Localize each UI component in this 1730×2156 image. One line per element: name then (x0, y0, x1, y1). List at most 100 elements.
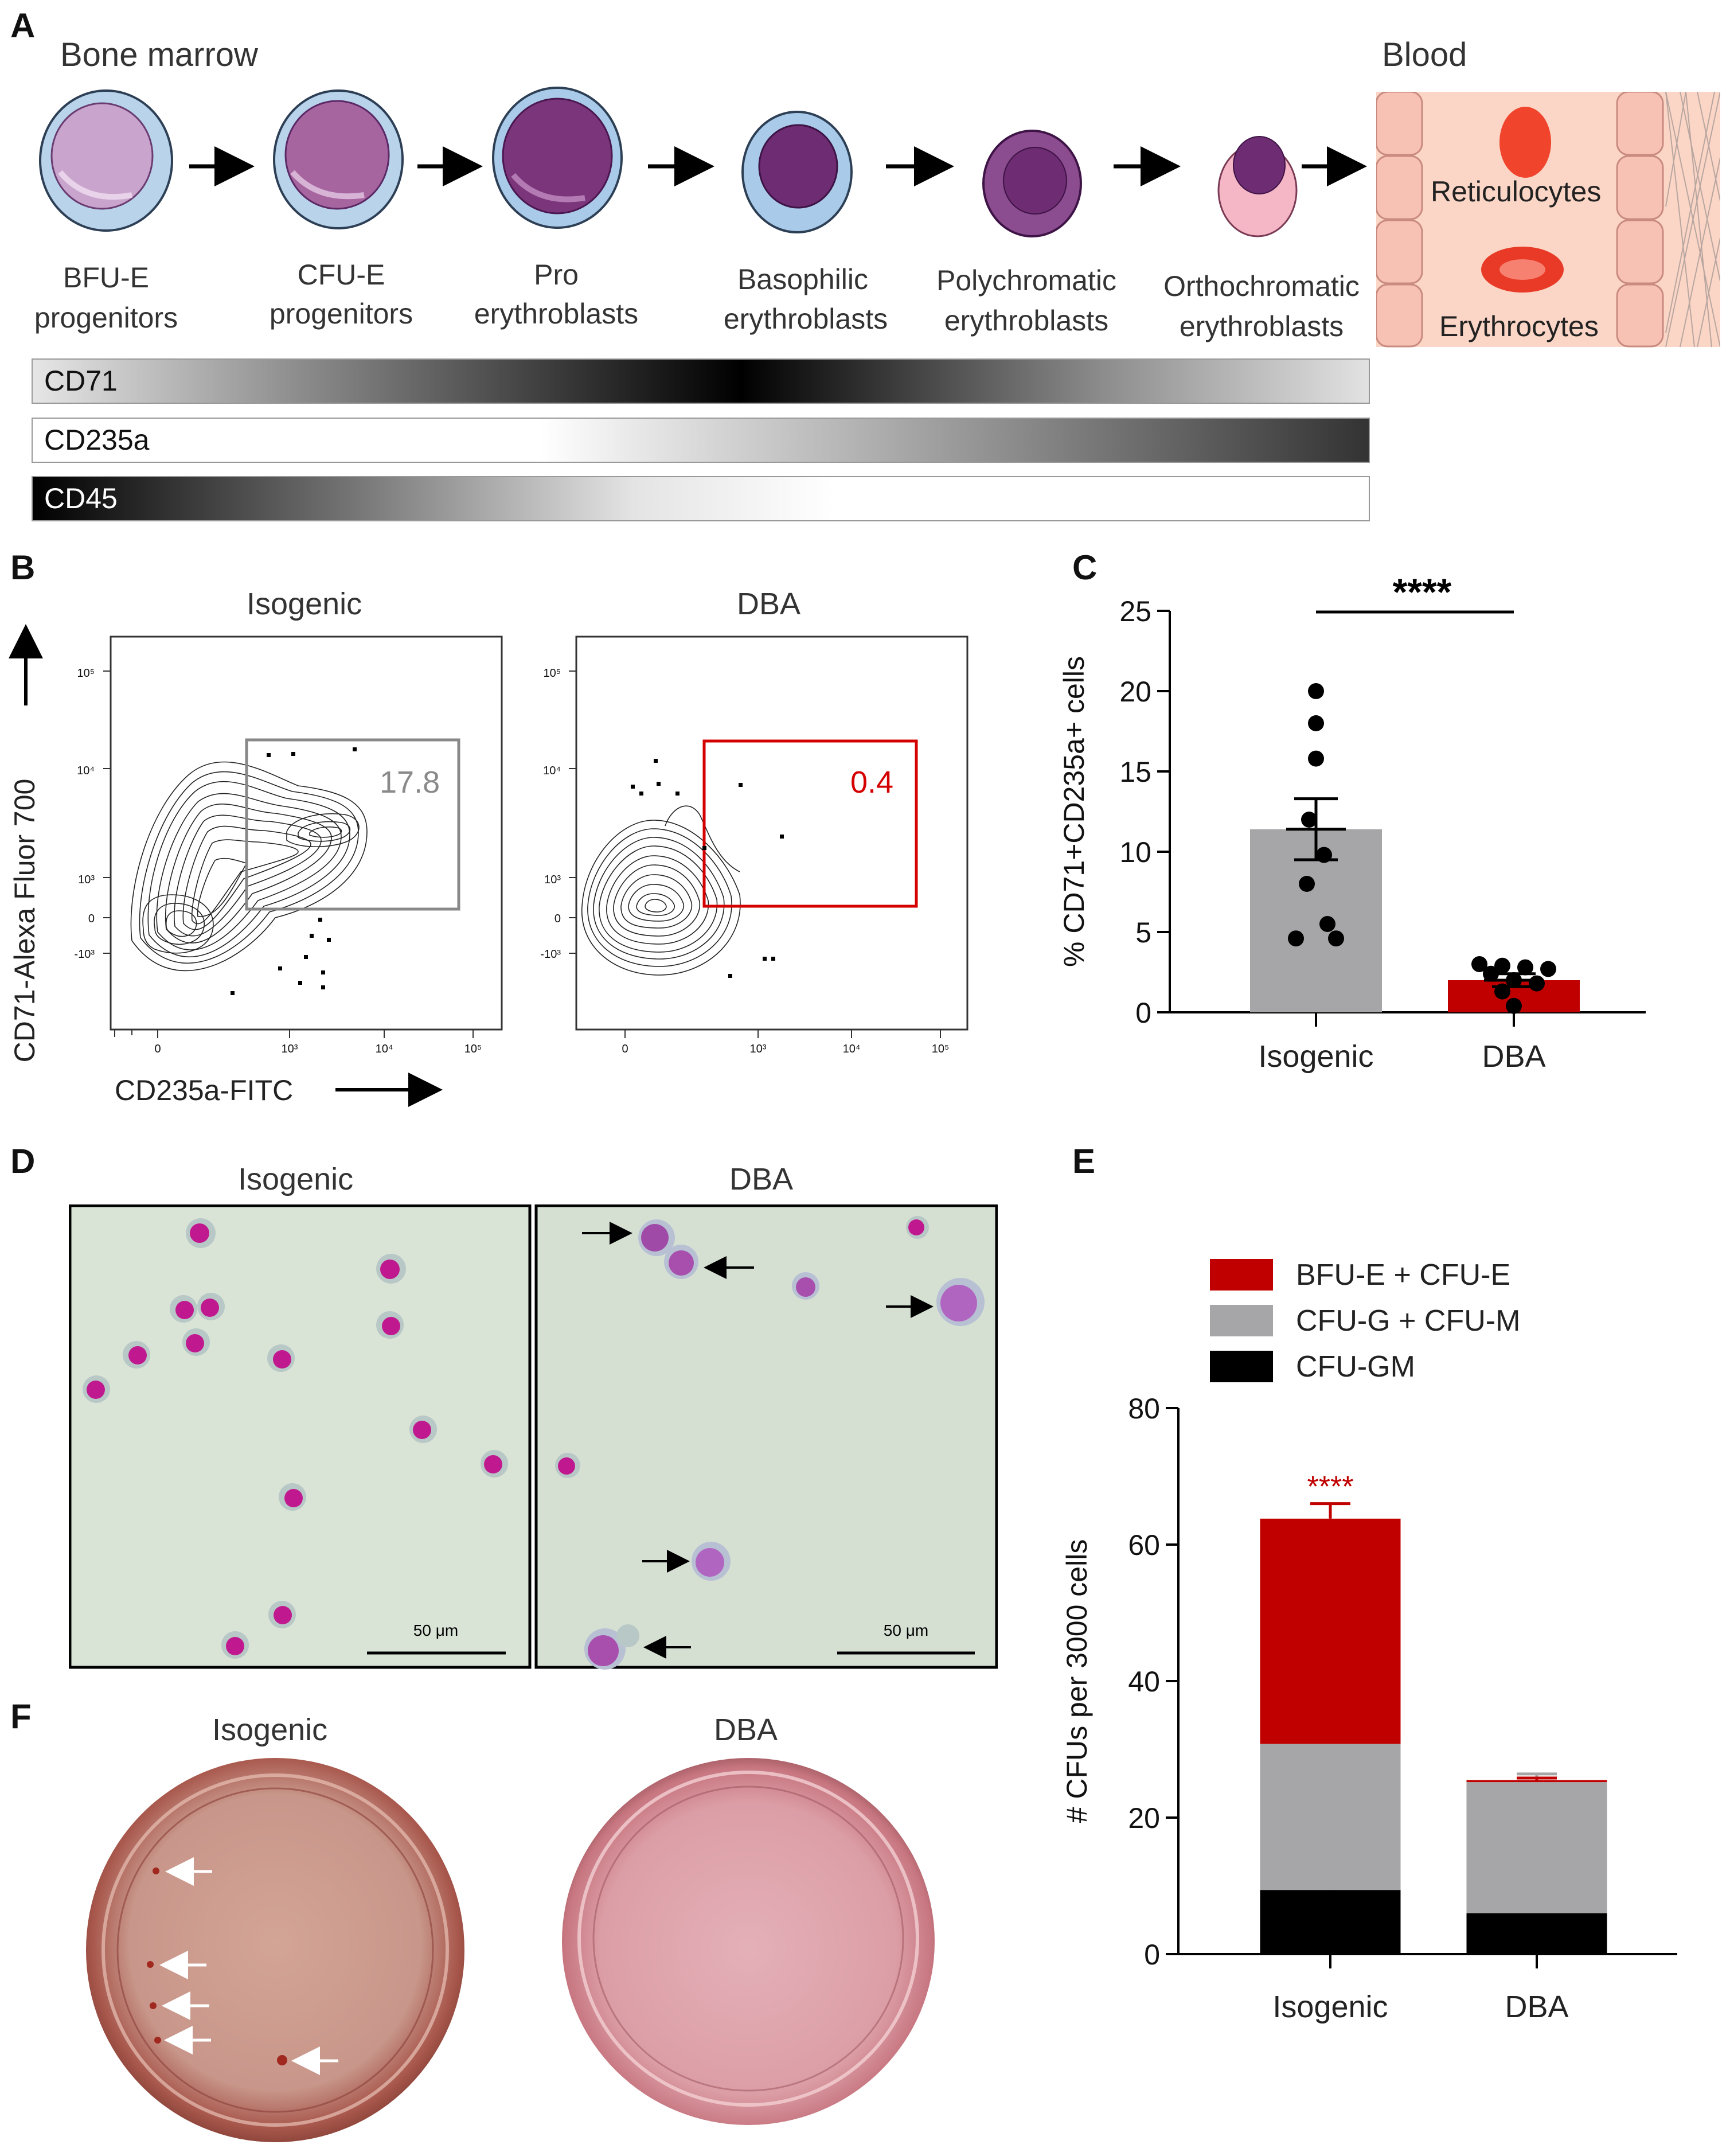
culture-dishes (86, 1758, 935, 2142)
cd71-gradient-bar: CD71 (32, 358, 1370, 404)
y-tick: 10⁵ (543, 667, 561, 680)
y-tick: -10³ (74, 948, 95, 961)
bfu-e-cell (39, 89, 173, 232)
y-tick-label: 40 (1128, 1666, 1160, 1698)
y-tick-label: 0 (1135, 997, 1151, 1029)
significance-label: **** (1393, 571, 1452, 613)
blood-vessel-illustration (1376, 92, 1720, 348)
dba-contours (581, 805, 741, 976)
data-point (1483, 965, 1499, 982)
dish-title-isogenic: Isogenic (212, 1713, 328, 1747)
reticulocyte-icon (1499, 107, 1551, 178)
y-tick-label: 15 (1119, 756, 1151, 788)
data-point (1494, 957, 1510, 974)
flow-y-axis-label: CD71-Alexa Fluor 700 (9, 779, 41, 1063)
dish-isogenic (86, 1758, 464, 2142)
bone-marrow-label: Bone marrow (60, 36, 258, 73)
x-tick: 0 (622, 1043, 628, 1055)
stack-segment-bfu-e-cfu-e (1260, 1518, 1401, 1744)
dba-cells (555, 1216, 985, 1670)
dish-title-dba: DBA (714, 1713, 778, 1747)
stack-segment-cfu-g-cfu-m (1466, 1782, 1607, 1913)
data-point (1299, 876, 1315, 892)
panel-label-f: F (10, 1697, 32, 1736)
micrograph-title-isogenic: Isogenic (238, 1162, 354, 1196)
y-axis-label: # CFUs per 3000 cells (1061, 1539, 1093, 1823)
stage-label-line2: erythroblasts (1179, 310, 1344, 342)
legend-swatch (1210, 1351, 1273, 1382)
data-point (1506, 972, 1522, 988)
dba-arrows (582, 1222, 934, 1659)
flow-title-isogenic: Isogenic (247, 587, 362, 621)
erythropoiesis-cells (39, 87, 1367, 237)
y-tick-label: 25 (1119, 595, 1151, 627)
y-tick-label: 60 (1128, 1529, 1160, 1561)
panel-label-a: A (10, 6, 36, 45)
stage-label-line1: Polychromatic (936, 264, 1116, 297)
stack-segment-bfu-e-cfu-e (1466, 1780, 1607, 1783)
x-tick: 10⁵ (464, 1043, 482, 1055)
legend-label: CFU-GM (1296, 1350, 1415, 1383)
x-tick-label: Isogenic (1272, 1990, 1388, 2024)
y-tick: -10³ (540, 948, 561, 961)
data-point (1319, 916, 1335, 932)
stack-segment-cfu-gm (1260, 1890, 1401, 1954)
data-point (1506, 997, 1522, 1014)
scale-label-isogenic: 50 μm (413, 1621, 458, 1639)
stage-label-line1: Pro (534, 259, 579, 291)
stage-label-line1: Basophilic (737, 263, 868, 295)
y-tick: 10³ (78, 874, 95, 886)
y-tick-label: 20 (1128, 1802, 1160, 1834)
isogenic-nuclei (87, 1223, 502, 1655)
x-tick: 0 (154, 1043, 161, 1055)
y-tick-label: 5 (1135, 917, 1151, 949)
legend-swatch (1210, 1259, 1273, 1291)
cd45-label: CD45 (44, 482, 118, 514)
y-tick-label: 80 (1128, 1393, 1160, 1425)
micrograph-isogenic (69, 1204, 532, 1669)
y-axis-label: % CD71+CD235a+ cells (1058, 656, 1090, 967)
chart-c-cd71-cd235a: 0 5 10 15 20 25 % CD71+CD235a+ cells Isogenic DB… (1058, 571, 1646, 1074)
y-tick-label: 0 (1144, 1939, 1160, 1971)
dish-dba (562, 1758, 935, 2125)
stack-segment-cfu-g-cfu-m (1260, 1744, 1401, 1890)
stage-label-line1: BFU-E (63, 262, 149, 294)
flow-plot-isogenic-frame (110, 636, 503, 1031)
erythrocytes-label: Erythrocytes (1439, 310, 1599, 342)
orthochromatic-erythroblast-cell (1217, 136, 1298, 237)
y-tick: 0 (88, 913, 95, 925)
x-tick: 10³ (750, 1043, 767, 1055)
cd45-gradient-bar: CD45 (32, 476, 1370, 521)
flow-cytometry-plots: 10⁵ 10⁴ 10³ 0 -10³ 0 10³ 10⁴ 10⁵ (8, 624, 969, 1107)
x-tick: 10⁴ (843, 1043, 861, 1055)
y-tick-label: 10 (1119, 836, 1151, 868)
data-point (1494, 983, 1510, 1000)
colony-arrows (159, 1857, 338, 2075)
cd71-label: CD71 (44, 365, 118, 397)
panel-label-b: B (10, 548, 36, 587)
data-point (1517, 959, 1533, 976)
stage-label-line1: CFU-E (297, 259, 385, 291)
panel-label-d: D (10, 1142, 36, 1180)
x-tick: 10³ (282, 1043, 298, 1055)
stage-label-line2: erythroblasts (723, 303, 888, 335)
y-tick: 10⁴ (77, 765, 95, 777)
y-tick: 10⁴ (543, 765, 561, 777)
cd235a-label: CD235a (44, 424, 150, 456)
data-point (1308, 750, 1324, 767)
data-point (1529, 975, 1545, 992)
data-point (1316, 847, 1332, 863)
x-tick: 10⁴ (376, 1043, 393, 1055)
panel-label-c: C (1072, 548, 1098, 587)
blood-label: Blood (1382, 36, 1467, 73)
isogenic-gate (245, 738, 460, 911)
legend-label: CFU-G + CFU-M (1296, 1304, 1520, 1338)
y-tick: 10³ (544, 874, 561, 886)
proerythroblast-cell (492, 87, 623, 229)
flow-x-axis-label: CD235a-FITC (115, 1074, 294, 1106)
micrographs: 50 μm 50 μm (69, 1204, 998, 1670)
data-point (1288, 930, 1304, 947)
stage-label-line1: Orthochromatic (1163, 270, 1360, 302)
data-point (1328, 930, 1344, 947)
data-point (1471, 956, 1487, 972)
